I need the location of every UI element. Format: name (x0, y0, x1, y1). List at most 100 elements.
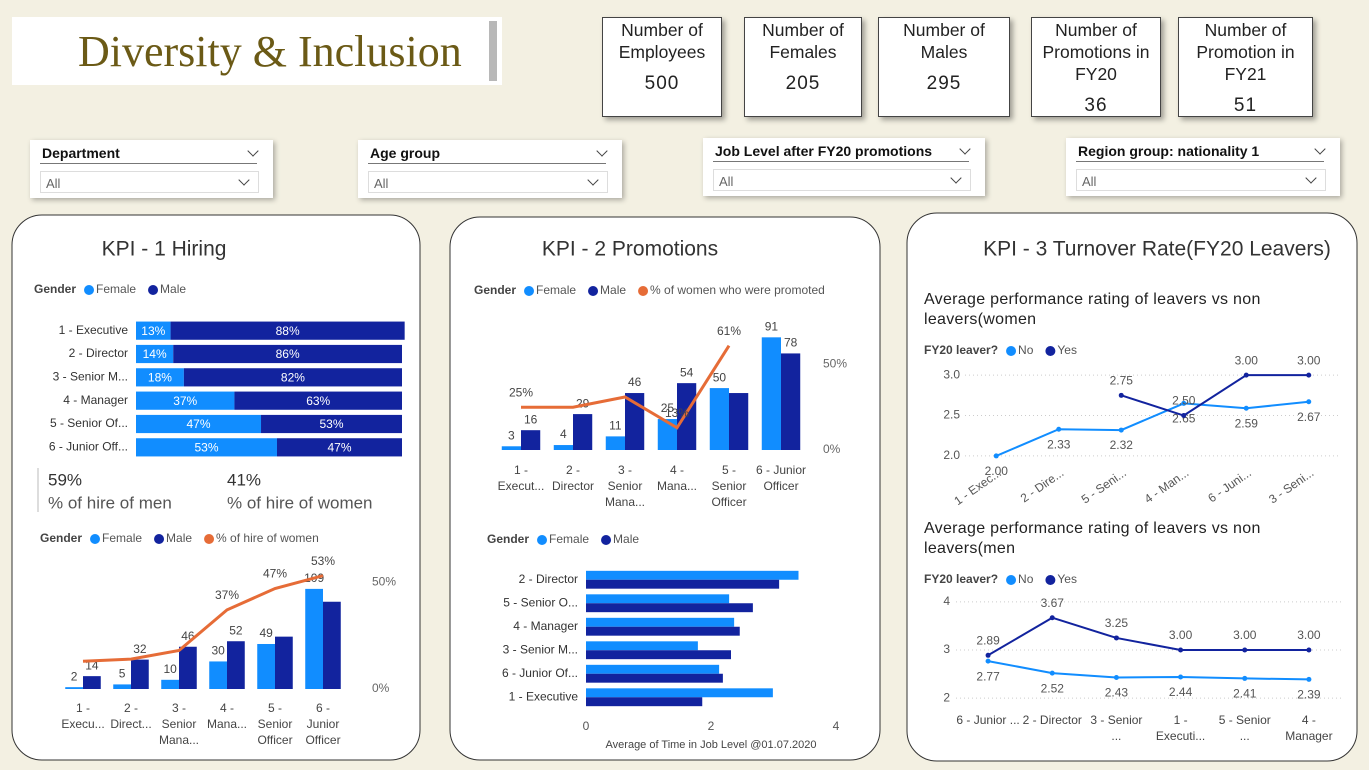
y-tick-label: 6 - Junior Of... (502, 666, 578, 680)
data-label: 54 (680, 365, 694, 379)
point (1242, 647, 1248, 653)
slicer-label: Age group (370, 145, 440, 161)
bar (521, 430, 541, 450)
data-label: 2.67 (1297, 410, 1321, 424)
card-label: Number of Promotion in FY21 (1196, 20, 1295, 84)
data-label: 49 (259, 626, 273, 640)
bar (83, 676, 101, 689)
label-box: 2 - Direct... (110, 701, 152, 731)
slicer-dropdown[interactable]: All (368, 171, 608, 193)
panel-title: KPI - 1 Hiring (102, 238, 227, 261)
line (987, 616, 1309, 657)
data-label: 53% (311, 554, 335, 568)
bar (586, 617, 735, 627)
data-label: 2.75 (1110, 373, 1134, 387)
point (985, 658, 991, 664)
x-tick-label: 6 - Junior Officer (305, 701, 341, 747)
y-tick-label: 2 - Director (519, 572, 578, 586)
legend-label: Female (96, 282, 136, 296)
data-label: 3.00 (1297, 353, 1321, 367)
data-label: 4 (560, 427, 567, 441)
data-label: 3.00 (1233, 628, 1257, 642)
point (1306, 372, 1312, 378)
y-tick-label: 2 (943, 690, 950, 704)
point (1049, 670, 1055, 676)
card-value: 500 (644, 73, 680, 94)
point (1118, 427, 1124, 433)
legend-marker (1045, 346, 1056, 356)
legend-title: Gender (34, 282, 76, 296)
y-tick-label: 2.5 (943, 408, 960, 422)
slicer-dropdown[interactable]: All (1076, 169, 1326, 191)
bar (761, 337, 781, 450)
y-tick-label: 4 - Manager (63, 393, 128, 407)
card-label: Number of Promotions in FY20 (1042, 20, 1150, 84)
data-label: 91 (765, 320, 779, 334)
y-tick-label: 6 - Junior Off... (49, 440, 128, 454)
data-label: 30 (211, 644, 225, 658)
bar (257, 643, 275, 689)
slicer: Department All (30, 140, 273, 198)
data-label: 47% (263, 567, 287, 581)
slicer-value: All (1082, 174, 1097, 189)
bar (179, 646, 197, 689)
x-tick-label: 4 - Mana... (656, 463, 698, 493)
x-tick-label: 3 - Senior Mana... (604, 463, 646, 509)
data-label: 2.77 (976, 669, 1000, 683)
data-label: 2.43 (1105, 686, 1129, 700)
stat-value: 41% (227, 470, 261, 489)
data-label: 78 (784, 336, 798, 350)
bar (586, 697, 703, 707)
bar (209, 661, 227, 689)
legend-marker (537, 535, 548, 545)
legend-marker (638, 286, 649, 296)
bar (136, 414, 262, 434)
slicer-underline (368, 163, 606, 164)
data-label: 46 (628, 375, 642, 389)
bar (553, 445, 573, 450)
slicer-dropdown[interactable]: All (40, 171, 259, 193)
label-box: 5 - Senior Officer (711, 463, 747, 509)
label-box: 3 - Senior Mana... (604, 463, 646, 509)
slicer: Region group: nationality 1 All (1066, 138, 1340, 196)
bar (136, 391, 235, 410)
bar (261, 414, 402, 434)
line (1120, 374, 1309, 417)
data-label: 2.59 (1235, 416, 1259, 430)
bar (605, 436, 625, 450)
data-label: 53% (194, 441, 218, 455)
x-tick-label: 4 (833, 719, 840, 733)
data-label: 3.00 (1297, 628, 1321, 642)
slicer-dropdown[interactable]: All (713, 169, 971, 191)
point (1178, 647, 1184, 653)
bar (586, 579, 780, 589)
label-box: 4 - Mana... (207, 701, 247, 731)
card-value: 205 (785, 73, 821, 94)
point (985, 652, 991, 658)
legend-marker (154, 534, 165, 544)
bar (275, 636, 293, 689)
bar (136, 321, 171, 340)
data-label: 46 (181, 629, 195, 643)
x-tick-label: 5 - Senior Officer (711, 463, 747, 509)
y-tick-label: 1 - Executive (509, 689, 579, 703)
point (1242, 675, 1248, 681)
bar (586, 626, 740, 636)
slicer: Job Level after FY20 promotions All (703, 138, 985, 196)
label-box: 6 - Junior ... (956, 713, 1019, 727)
bar (161, 679, 179, 689)
data-label: 25% (509, 385, 533, 399)
stat-label: % of hire of men (48, 493, 172, 512)
line (521, 344, 731, 430)
data-label: 82% (281, 371, 305, 385)
y-tick-label: 4 - Manager (513, 619, 578, 633)
bar (586, 641, 698, 651)
card-label: Number of Females (762, 20, 844, 62)
data-label: 47% (186, 417, 210, 431)
data-label: 2.32 (1110, 438, 1134, 452)
slicer-underline (40, 163, 257, 164)
line (987, 660, 1309, 681)
x-tick-label: 2 - Direct... (110, 701, 152, 731)
panel-title: KPI - 3 Turnover Rate(FY20 Leavers) (983, 238, 1331, 261)
line (82, 574, 324, 663)
